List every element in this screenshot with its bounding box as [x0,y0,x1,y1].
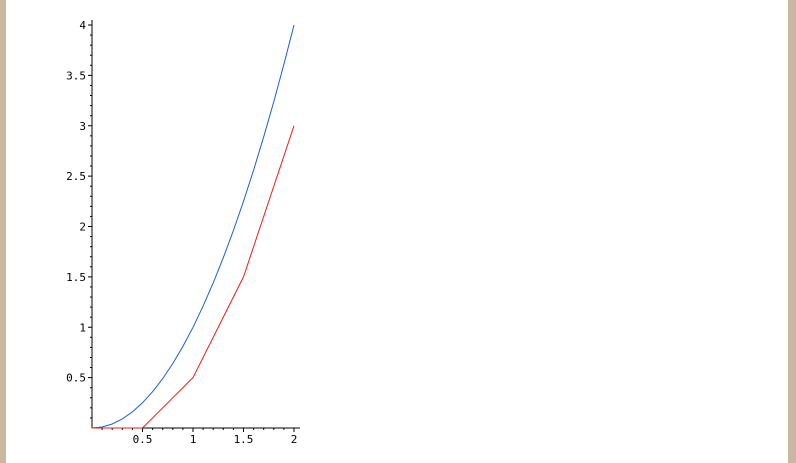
series-layer [91,24,295,429]
plot-frame: 0.5 1 1.5 2 0.5 1 1.5 2 2.5 3 3.5 4 [6,0,788,463]
minor-ticks [90,34,285,430]
series-line-1 [91,24,295,429]
axes [91,20,300,429]
x-tick-label: 1.5 [234,433,254,446]
y-tick-label: 3.5 [66,69,86,82]
y-tick-label: 1 [79,321,86,334]
y-tick-label: 3 [79,120,86,133]
y-tick-label: 2.5 [66,170,86,183]
major-ticks [88,24,295,432]
y-tick-label: 2 [79,221,86,234]
tick-labels: 0.5 1 1.5 2 0.5 1 1.5 2 2.5 3 3.5 4 [66,19,297,446]
series-line-2 [92,125,295,429]
y-tick-label: 4 [79,19,86,32]
x-tick-label: 2 [291,433,298,446]
y-tick-label: 1.5 [66,271,86,284]
x-tick-label: 0.5 [133,433,153,446]
x-tick-label: 1 [190,433,197,446]
line-chart: 0.5 1 1.5 2 0.5 1 1.5 2 2.5 3 3.5 4 [66,19,300,446]
y-tick-label: 0.5 [66,372,86,385]
